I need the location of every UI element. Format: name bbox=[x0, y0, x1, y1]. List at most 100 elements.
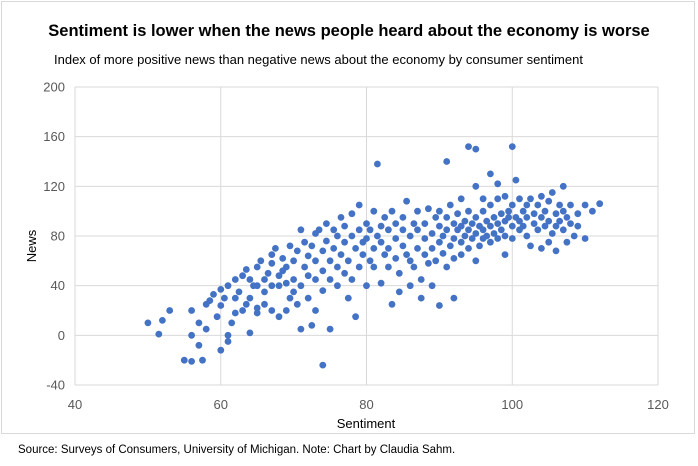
data-point bbox=[501, 192, 509, 200]
data-point bbox=[385, 226, 392, 234]
data-point bbox=[159, 317, 166, 324]
data-point bbox=[323, 220, 330, 228]
data-point bbox=[293, 300, 301, 308]
y-tick-label: 160 bbox=[43, 129, 65, 144]
data-point bbox=[552, 222, 560, 230]
x-tick-label: 120 bbox=[647, 397, 669, 412]
data-point bbox=[567, 220, 574, 228]
y-tick-labels: -40 0 40 80 120 160 200 bbox=[43, 80, 65, 393]
data-point bbox=[370, 207, 378, 215]
data-point bbox=[410, 263, 418, 271]
data-point bbox=[563, 214, 571, 221]
data-point bbox=[377, 222, 385, 230]
data-point bbox=[589, 207, 596, 215]
data-point bbox=[472, 257, 480, 265]
data-point bbox=[508, 222, 516, 230]
data-point bbox=[319, 247, 327, 255]
data-point bbox=[538, 245, 545, 252]
data-point bbox=[425, 259, 432, 267]
data-point bbox=[275, 313, 283, 321]
data-point bbox=[392, 220, 400, 228]
data-point bbox=[516, 217, 523, 225]
data-point bbox=[195, 319, 203, 327]
data-point bbox=[388, 207, 396, 215]
data-point bbox=[352, 245, 359, 252]
data-point bbox=[334, 232, 341, 240]
data-point bbox=[570, 232, 578, 240]
data-point bbox=[257, 257, 265, 265]
data-point bbox=[457, 222, 465, 230]
data-point bbox=[472, 145, 480, 153]
data-point bbox=[436, 222, 443, 230]
data-point bbox=[344, 294, 352, 302]
data-point bbox=[457, 251, 465, 258]
data-point bbox=[355, 201, 363, 209]
data-point bbox=[370, 245, 378, 252]
data-point bbox=[253, 263, 261, 271]
data-point bbox=[523, 214, 531, 221]
data-point bbox=[304, 252, 312, 260]
data-point bbox=[217, 302, 225, 309]
x-tick-label: 100 bbox=[501, 397, 523, 412]
data-point bbox=[319, 267, 327, 275]
data-point bbox=[472, 230, 480, 237]
data-point bbox=[304, 294, 312, 302]
data-point bbox=[505, 207, 512, 215]
data-point bbox=[403, 197, 410, 205]
data-point bbox=[487, 201, 494, 209]
data-point bbox=[428, 245, 436, 252]
data-point bbox=[538, 214, 545, 221]
data-point bbox=[501, 232, 509, 240]
data-point bbox=[224, 282, 232, 290]
data-point bbox=[479, 195, 487, 203]
data-point bbox=[341, 222, 348, 230]
data-point bbox=[556, 217, 563, 225]
data-point bbox=[374, 232, 381, 240]
data-point bbox=[479, 226, 487, 234]
data-point bbox=[443, 158, 451, 165]
data-point bbox=[541, 207, 549, 215]
data-point bbox=[344, 257, 352, 265]
data-point bbox=[261, 300, 268, 308]
data-point bbox=[439, 250, 447, 257]
data-point bbox=[374, 160, 381, 168]
data-point bbox=[443, 214, 451, 221]
data-point bbox=[293, 247, 301, 255]
data-point bbox=[508, 235, 516, 242]
data-point bbox=[246, 294, 254, 302]
data-point bbox=[279, 255, 287, 262]
data-point bbox=[166, 307, 174, 314]
data-point bbox=[370, 263, 378, 271]
data-point bbox=[563, 238, 571, 246]
y-tick-label: 40 bbox=[51, 278, 65, 293]
data-point bbox=[436, 302, 443, 309]
data-point bbox=[348, 232, 356, 240]
data-point bbox=[508, 201, 516, 209]
data-point bbox=[334, 282, 341, 290]
data-point bbox=[355, 263, 363, 271]
data-point bbox=[556, 201, 563, 209]
data-point bbox=[432, 257, 440, 265]
data-point bbox=[312, 307, 319, 314]
data-point bbox=[231, 309, 239, 317]
chart-title: Sentiment is lower when the news people … bbox=[48, 22, 650, 40]
data-point bbox=[530, 220, 538, 228]
data-point bbox=[596, 200, 604, 208]
data-point bbox=[428, 282, 436, 290]
data-point bbox=[334, 263, 341, 271]
data-point bbox=[377, 279, 385, 287]
y-tick-label: -40 bbox=[46, 378, 65, 393]
data-point bbox=[199, 356, 206, 364]
data-point bbox=[450, 220, 458, 228]
data-point bbox=[144, 319, 152, 327]
data-point bbox=[417, 276, 425, 283]
data-point bbox=[290, 276, 297, 283]
data-point bbox=[399, 214, 407, 221]
data-point bbox=[290, 288, 297, 296]
data-point bbox=[352, 313, 359, 321]
data-point bbox=[275, 272, 283, 280]
grid-lines bbox=[74, 86, 659, 386]
data-point bbox=[497, 226, 505, 234]
data-point bbox=[242, 266, 250, 273]
data-point bbox=[355, 226, 363, 234]
